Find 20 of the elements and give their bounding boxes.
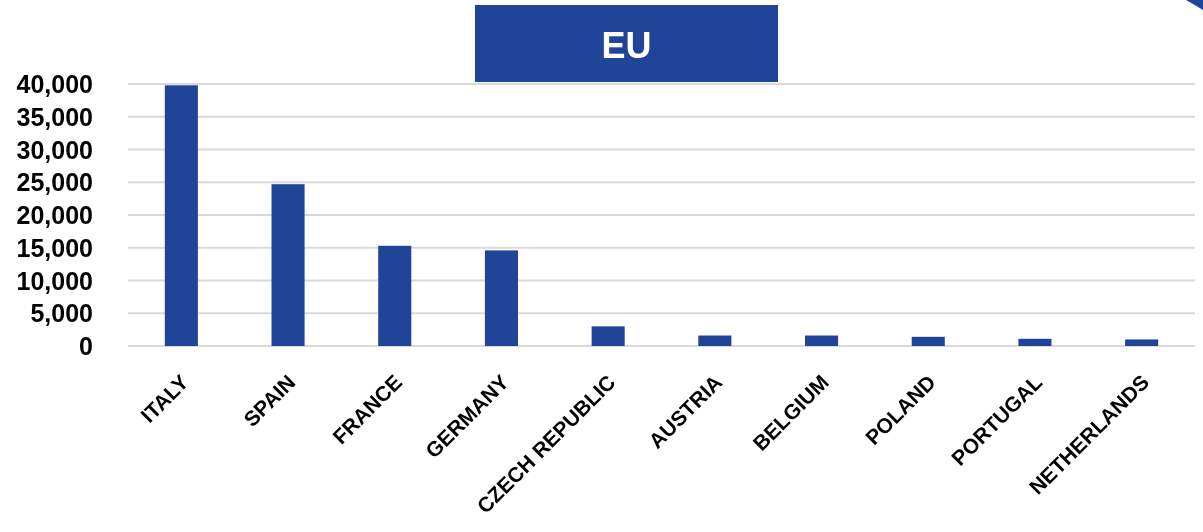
bar bbox=[1018, 338, 1052, 346]
bar bbox=[378, 245, 412, 346]
y-tick-label: 25,000 bbox=[16, 168, 93, 197]
y-tick-label: 20,000 bbox=[16, 201, 93, 229]
bar bbox=[698, 335, 732, 346]
bar bbox=[271, 184, 305, 346]
chart-title: EU bbox=[601, 24, 652, 66]
bar bbox=[805, 335, 839, 346]
bar bbox=[591, 326, 625, 346]
y-tick-label: 40,000 bbox=[16, 70, 93, 98]
y-tick-label: 5,000 bbox=[30, 299, 93, 328]
y-tick-label: 35,000 bbox=[16, 102, 93, 131]
y-tick-label: 15,000 bbox=[16, 233, 93, 262]
bar bbox=[1125, 339, 1159, 346]
bar bbox=[484, 250, 518, 346]
bar bbox=[911, 336, 945, 346]
y-tick-label: 30,000 bbox=[16, 135, 93, 164]
y-tick-label: 0 bbox=[79, 332, 93, 360]
bar bbox=[164, 85, 198, 346]
y-tick-label: 10,000 bbox=[16, 266, 93, 295]
